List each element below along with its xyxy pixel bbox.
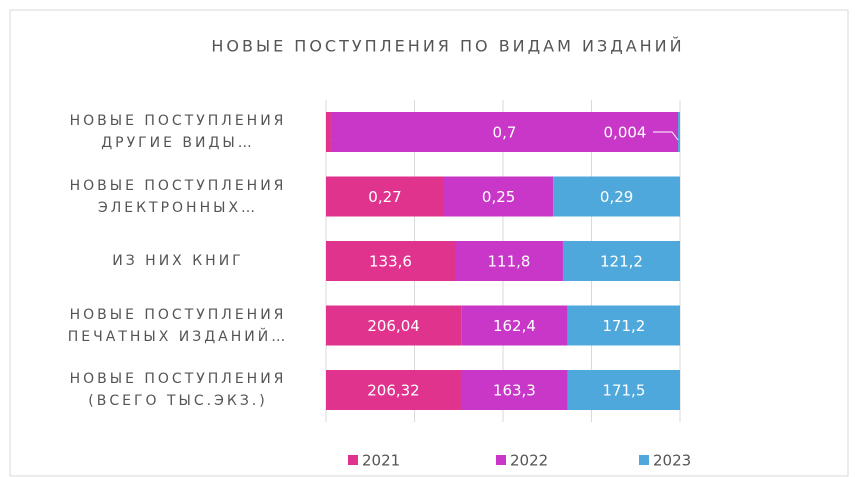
bar-segment — [444, 176, 554, 217]
data-label: 111,8 — [488, 253, 531, 271]
bar-segment — [678, 112, 680, 152]
legend-label: 2023 — [653, 452, 691, 470]
bar-segment — [562, 241, 680, 281]
legend-swatch — [496, 455, 506, 465]
bar-segment — [455, 241, 563, 281]
data-label: 133,6 — [369, 253, 412, 271]
data-label: 0,7 — [493, 124, 517, 142]
data-label: 0,29 — [600, 188, 633, 206]
legend-label: 2022 — [510, 452, 548, 470]
bar-segment — [567, 370, 680, 410]
data-label: 206,32 — [367, 382, 420, 400]
bar-segment — [461, 305, 568, 346]
legend-swatch — [639, 455, 649, 465]
bar-segment — [567, 305, 680, 346]
data-label: 121,2 — [600, 253, 643, 271]
bar-segment — [326, 370, 461, 410]
legend-label: 2021 — [362, 452, 400, 470]
category-label: ИЗ НИХ КНИГ — [112, 253, 244, 269]
category-label: НОВЫЕ ПОСТУПЛЕНИЯ ДРУГИЕ ВИДЫ… — [69, 113, 287, 151]
data-label: 171,5 — [602, 382, 645, 400]
bar-segment — [326, 176, 444, 217]
data-label: 0,25 — [482, 188, 515, 206]
bar-segment — [330, 112, 679, 152]
data-label: 0,004 — [604, 124, 647, 142]
bar-segment — [326, 305, 462, 346]
bar-segment — [553, 176, 680, 217]
data-label: 0,27 — [368, 188, 401, 206]
chart-title: НОВЫЕ ПОСТУПЛЕНИЯ ПО ВИДАМ ИЗДАНИЙ — [211, 37, 684, 56]
bar-segment — [326, 241, 456, 281]
data-label: 162,4 — [493, 317, 536, 335]
category-label: НОВЫЕ ПОСТУПЛЕНИЯ ПЕЧАТНЫХ ИЗДАНИЙ… — [67, 306, 289, 345]
legend-swatch — [348, 455, 358, 465]
bar-segment — [460, 370, 568, 410]
category-label: НОВЫЕ ПОСТУПЛЕНИЯ ЭЛЕКТРОННЫХ… — [69, 177, 287, 216]
data-label: 171,2 — [602, 317, 645, 335]
leader-line — [653, 131, 679, 141]
data-label: 163,3 — [493, 382, 536, 400]
data-label: 206,04 — [367, 317, 420, 335]
category-label: НОВЫЕ ПОСТУПЛЕНИЯ (ВСЕГО ТЫС.ЭКЗ.) — [69, 371, 287, 409]
bar-segment — [326, 112, 331, 152]
